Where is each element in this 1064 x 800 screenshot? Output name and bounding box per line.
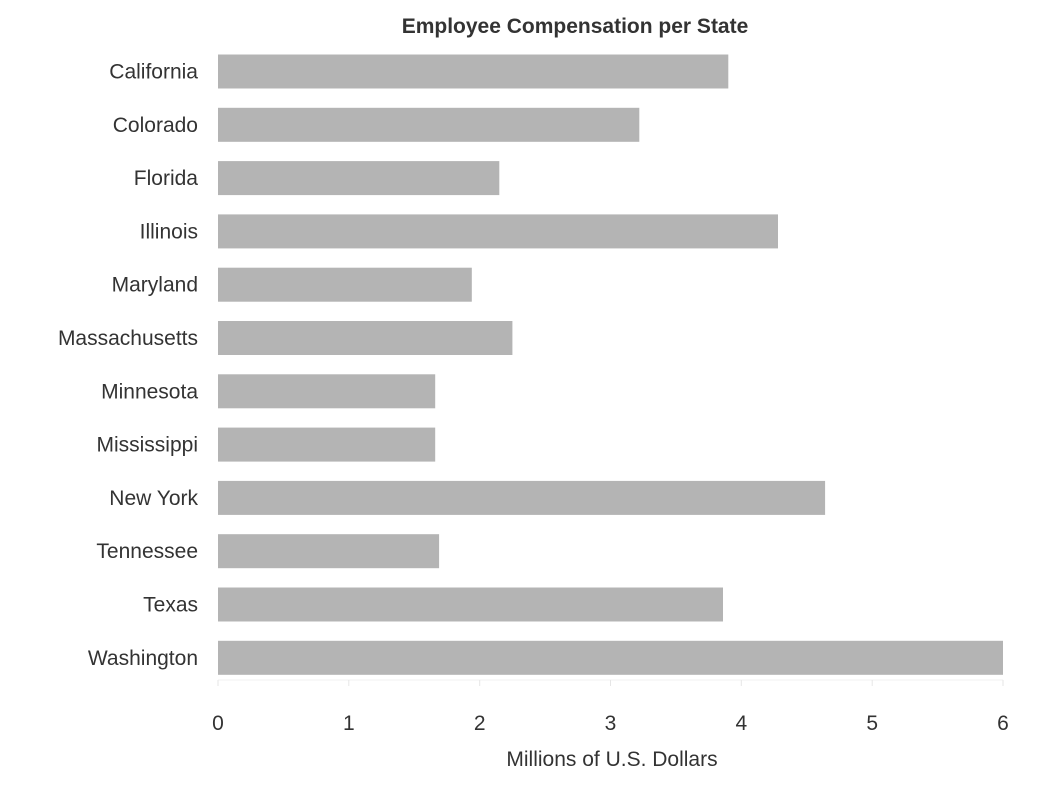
category-label-washington: Washington (88, 647, 198, 670)
x-ticks-group: 0 1 2 3 4 5 6 (212, 680, 1009, 735)
category-label-colorado: Colorado (113, 114, 198, 137)
bar-new-york (218, 480, 826, 515)
bar-massachusetts (218, 321, 513, 355)
bar-illinois (218, 214, 778, 249)
bar-tennessee (218, 534, 440, 569)
bar-washington (218, 640, 1003, 675)
category-label-mississippi: Mississippi (96, 434, 198, 457)
x-tick-label-3: 3 (605, 712, 617, 735)
category-label-tennessee: Tennessee (96, 540, 198, 563)
x-tick-label-0: 0 (212, 712, 224, 735)
category-label-minnesota: Minnesota (101, 380, 198, 403)
chart-title: Employee Compensation per State (402, 15, 749, 38)
category-label-texas: Texas (143, 594, 198, 617)
category-label-maryland: Maryland (112, 274, 198, 297)
bar-maryland (218, 267, 472, 302)
x-axis-label: Millions of U.S. Dollars (506, 748, 717, 771)
bars-group (218, 54, 1003, 675)
x-tick-label-2: 2 (474, 712, 486, 735)
category-label-florida: Florida (134, 167, 199, 190)
category-label-california: California (109, 61, 198, 84)
bar-florida (218, 161, 500, 196)
bar-colorado (218, 107, 640, 142)
category-label-new-york: New York (109, 487, 198, 510)
bar-texas (218, 587, 723, 622)
x-tick-label-5: 5 (866, 712, 878, 735)
bar-minnesota (218, 374, 436, 409)
bar-california (218, 54, 729, 89)
x-tick-label-4: 4 (735, 712, 747, 735)
category-label-massachusetts: Massachusetts (58, 327, 198, 350)
category-labels-group: California Colorado Florida Illinois Marylan… (58, 61, 199, 670)
category-label-illinois: Illinois (140, 220, 198, 243)
x-tick-label-6: 6 (997, 712, 1009, 735)
bar-mississippi (218, 427, 436, 462)
x-tick-label-1: 1 (343, 712, 355, 735)
